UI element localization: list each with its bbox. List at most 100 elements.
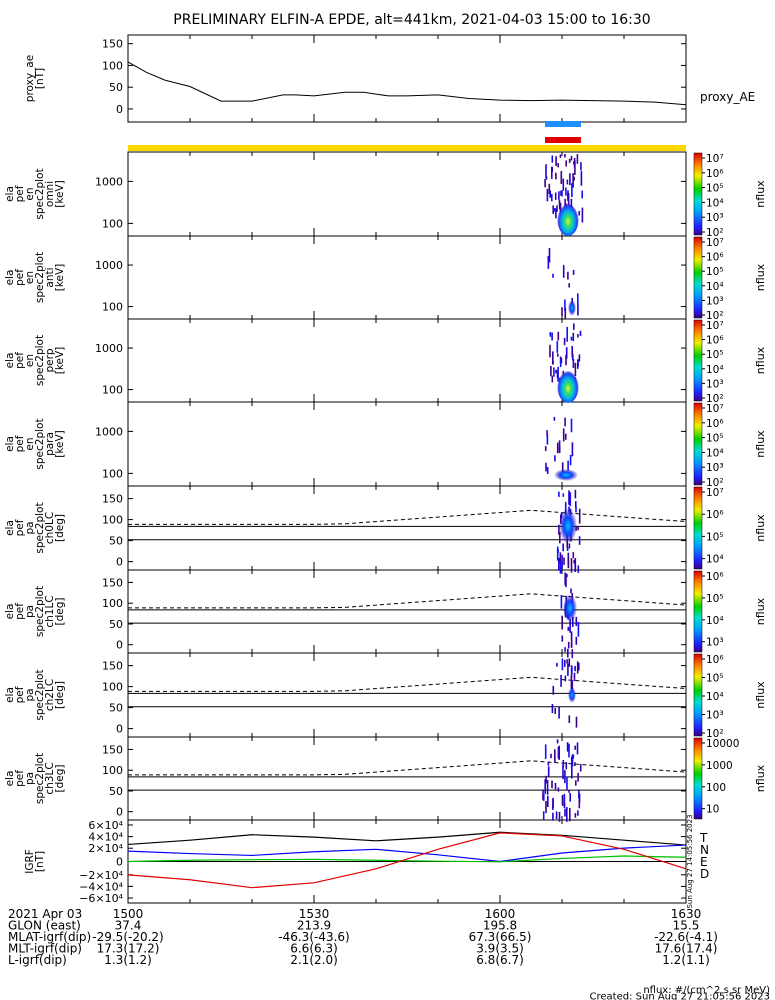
- omni-spectrum-mark: [557, 163, 559, 168]
- perp-spectrum-mark: [574, 362, 577, 376]
- colorbar-tick-label: 10⁴: [706, 197, 724, 209]
- perp-spectrum-mark: [566, 326, 568, 342]
- ch0-pitch-mark: [556, 546, 559, 561]
- perp-spectrum-mark: [565, 347, 568, 359]
- y-tick-label: 50: [109, 702, 123, 715]
- colorbar-tick-label: 10⁴: [706, 691, 724, 703]
- ch2-pitch-mark: [567, 663, 569, 676]
- perp-spectrum-mark: [551, 375, 554, 383]
- ch3-pitch-mark: [579, 763, 582, 772]
- igrf-legend-N: N: [700, 843, 709, 857]
- colorbar-tick-label: 10⁵: [706, 349, 724, 361]
- colorbar-tick-label: 10⁴: [706, 364, 724, 376]
- y-tick-label: 100: [102, 597, 123, 610]
- ch3-pitch-mark: [571, 754, 574, 767]
- ch2-pitch-mark: [574, 666, 576, 672]
- colorbar-tick-label: 10³: [706, 462, 724, 474]
- ch3-pitch-mark: [576, 742, 579, 755]
- ch0-pitch-mark: [562, 543, 564, 552]
- x-axis-row-value: 1630: [671, 907, 702, 921]
- ch2-pitch-mark: [578, 662, 580, 671]
- omni-spectrum-mark: [565, 160, 567, 167]
- omni-spectrum-mark: [566, 179, 569, 185]
- y-tick-label: 100: [102, 764, 123, 777]
- perp-spectrum-mark: [577, 334, 579, 338]
- y-axis-label-line: pa: [24, 521, 36, 534]
- ch0-pitch-mark: [568, 490, 570, 505]
- colorbar-tick-label: 10⁴: [706, 447, 724, 459]
- y-axis-label-line: pef: [14, 435, 26, 452]
- y-axis-label-line: [keV]: [54, 347, 66, 375]
- omni-spectrum-mark: [555, 172, 557, 180]
- ch0-pitch-mark: [558, 524, 560, 535]
- y-tick-label: 0: [116, 556, 123, 569]
- y-tick-label: −2×10⁴: [79, 869, 123, 882]
- y-tick-label: 100: [102, 301, 123, 314]
- ch0-pitch-mark: [558, 557, 560, 571]
- created-note: Created: Sun Aug 27 21:05:56 2023: [590, 992, 770, 1000]
- omni-spectrum-mark: [548, 183, 551, 194]
- colorbar-tick-label: 10⁵: [706, 531, 724, 543]
- y-axis-label-line: [keV]: [54, 430, 66, 458]
- ch2-pitch-mark: [573, 672, 576, 682]
- y-axis-label-line: pef: [14, 352, 26, 369]
- ch3-pitch-mark: [571, 763, 573, 779]
- para-spectrum-mark: [562, 428, 565, 442]
- panel-frame: [127, 235, 687, 320]
- colorbar-label: nflux: [754, 263, 767, 291]
- ch3-pitch-mark: [547, 766, 550, 777]
- y-axis-label-line: [keV]: [54, 264, 66, 292]
- y-axis-label: IGRF[nT]: [24, 849, 46, 874]
- para-spectrum-mark: [558, 440, 561, 454]
- x-axis-row-value: 1600: [485, 907, 516, 921]
- science-zone-bar: [128, 145, 686, 151]
- y-tick-label: 0: [116, 723, 123, 736]
- igrf-legend-E: E: [700, 855, 708, 869]
- series-label: proxy_AE: [700, 90, 755, 104]
- y-tick-label: 4×10⁴: [88, 831, 123, 844]
- ch0-pitch-mark: [558, 491, 560, 497]
- ch0-pitch-mark: [575, 501, 577, 508]
- ch0-pitch-mark: [574, 489, 577, 499]
- perp-spectrum-mark: [570, 336, 573, 341]
- ch2-pitch-mark: [564, 659, 566, 667]
- para-spectrum-mark: [571, 442, 574, 457]
- omni-spectrum-mark: [549, 190, 551, 198]
- ch2-pitch-mark: [558, 707, 560, 719]
- y-axis-label-line: pa: [24, 772, 36, 785]
- y-axis-label-line: ela: [4, 270, 16, 286]
- y-axis-label-line: pef: [14, 770, 26, 787]
- y-axis-label-line: spec2plot: [34, 168, 46, 219]
- y-tick-label: 0: [116, 103, 123, 116]
- field-aligned-dashed-line: [128, 593, 687, 609]
- ch2-pitch-mark: [564, 675, 567, 682]
- anti-spectrum-mark: [552, 273, 554, 278]
- y-axis-label-line: [deg]: [54, 681, 66, 709]
- colorbar-tick-label: 10³: [706, 378, 724, 390]
- ch0-pitch-mark: [567, 557, 570, 569]
- x-axis-row-value: 6.6(6.3): [290, 942, 338, 956]
- panel-8: elapefpaspec2plotch2LC[deg] 150 100 50 0 10⁶ 1…: [4, 652, 767, 740]
- ch3-pitch-mark: [575, 780, 577, 786]
- colorbar-label: nflux: [754, 514, 767, 542]
- colorbar-label: nflux: [754, 681, 767, 709]
- perp-spectrum-mark: [571, 350, 574, 358]
- omni-spectrum-mark: [568, 158, 571, 163]
- y-tick-label: 100: [102, 59, 123, 72]
- spectra-marks: [542, 154, 584, 822]
- colorbar-tick-label: 10⁶: [706, 654, 724, 666]
- ch0-pitch-mark: [572, 552, 575, 559]
- perp-spectrum-mark: [556, 341, 559, 353]
- omni-spectrum-mark: [556, 205, 558, 212]
- figure-title: PRELIMINARY ELFIN-A EPDE, alt=441km, 202…: [173, 12, 650, 28]
- field-aligned-dashed-line: [128, 509, 687, 525]
- ch3-pitch-mark: [547, 795, 549, 807]
- y-axis-label-line: ch1LC: [44, 595, 56, 627]
- ch3-pitch-mark: [563, 802, 566, 807]
- ch3-pitch-mark: [574, 745, 576, 750]
- para-spectrum-mark: [565, 433, 567, 440]
- perp-spectrum-mark: [572, 359, 575, 368]
- colorbar-tick-label: 10⁶: [706, 252, 724, 264]
- igrf-line-D: [127, 832, 687, 889]
- ch1-pitch-mark: [570, 635, 573, 648]
